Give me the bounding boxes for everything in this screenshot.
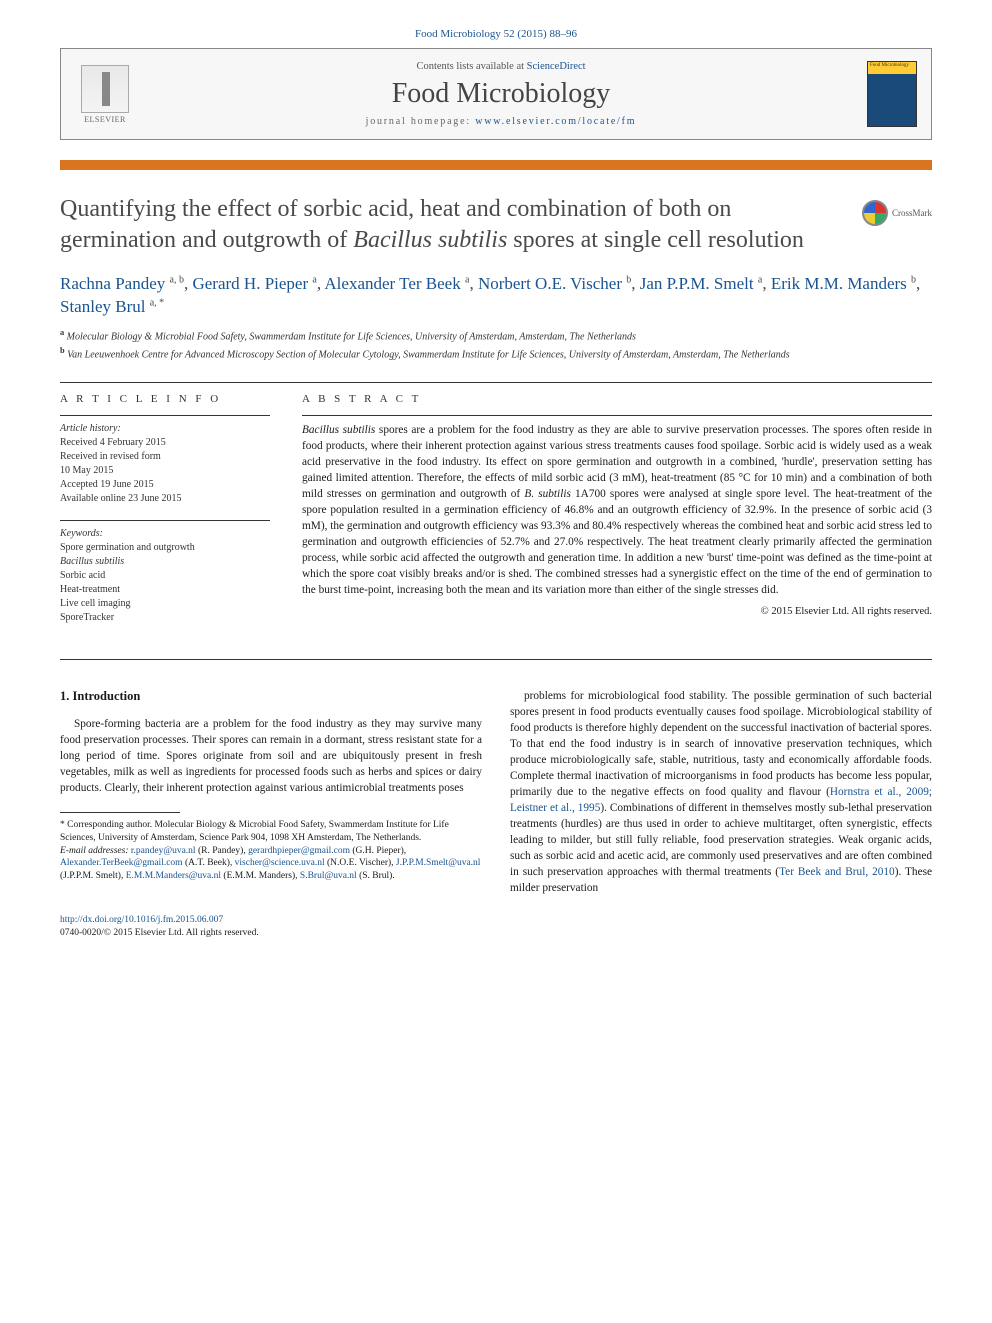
- page-footer: http://dx.doi.org/10.1016/j.fm.2015.06.0…: [60, 914, 932, 940]
- author-list: Rachna Pandey a, b, Gerard H. Pieper a, …: [60, 273, 932, 319]
- section-heading-introduction: 1. Introduction: [60, 688, 482, 706]
- homepage-prefix: journal homepage:: [366, 116, 476, 127]
- elsevier-tree-icon: [81, 65, 129, 113]
- history-line: 10 May 2015: [60, 464, 270, 478]
- footnote-separator: [60, 812, 180, 813]
- journal-name: Food Microbiology: [135, 78, 867, 110]
- keyword: Heat-treatment: [60, 583, 270, 597]
- corresponding-text: Corresponding author. Molecular Biology …: [60, 820, 449, 843]
- keywords-label: Keywords:: [60, 527, 270, 541]
- affiliation-b: b Van Leeuwenhoek Centre for Advanced Mi…: [60, 345, 932, 362]
- keyword: Live cell imaging: [60, 597, 270, 611]
- keyword: Spore germination and outgrowth: [60, 541, 270, 555]
- body-column-right: problems for microbiological food stabil…: [510, 688, 932, 896]
- journal-header-box: ELSEVIER Contents lists available at Sci…: [60, 48, 932, 140]
- footnote-star: *: [60, 820, 65, 830]
- body-column-left: 1. Introduction Spore-forming bacteria a…: [60, 688, 482, 896]
- journal-reference: Food Microbiology 52 (2015) 88–96: [60, 28, 932, 40]
- contents-available-line: Contents lists available at ScienceDirec…: [135, 61, 867, 72]
- history-line: Received in revised form: [60, 450, 270, 464]
- abstract-copyright: © 2015 Elsevier Ltd. All rights reserved…: [302, 606, 932, 617]
- sciencedirect-link[interactable]: ScienceDirect: [527, 61, 586, 72]
- history-line: Received 4 February 2015: [60, 436, 270, 450]
- affiliations: a Molecular Biology & Microbial Food Saf…: [60, 327, 932, 362]
- history-label: Article history:: [60, 422, 270, 436]
- crossmark-label: CrossMark: [892, 208, 932, 218]
- abstract-heading: A B S T R A C T: [302, 393, 932, 405]
- crossmark-icon: [862, 200, 888, 226]
- accent-bar: [60, 160, 932, 170]
- article-history-block: Article history: Received 4 February 201…: [60, 415, 270, 506]
- intro-paragraph-2: problems for microbiological food stabil…: [510, 688, 932, 896]
- homepage-line: journal homepage: www.elsevier.com/locat…: [135, 116, 867, 127]
- crossmark-badge[interactable]: CrossMark: [862, 200, 932, 226]
- publisher-label: ELSEVIER: [84, 115, 126, 124]
- keyword: SporeTracker: [60, 611, 270, 625]
- journal-cover-thumbnail: Food Microbiology: [867, 61, 917, 127]
- article-title: Quantifying the effect of sorbic acid, h…: [60, 194, 820, 255]
- divider: [60, 382, 932, 383]
- history-line: Accepted 19 June 2015: [60, 478, 270, 492]
- keyword: Sorbic acid: [60, 569, 270, 583]
- keywords-block: Keywords: Spore germination and outgrowt…: [60, 520, 270, 625]
- issn-line: 0740-0020/© 2015 Elsevier Ltd. All right…: [60, 928, 259, 938]
- divider: [60, 659, 932, 660]
- homepage-link[interactable]: www.elsevier.com/locate/fm: [475, 116, 636, 127]
- history-line: Available online 23 June 2015: [60, 492, 270, 506]
- cover-label: Food Microbiology: [870, 63, 909, 68]
- contents-prefix: Contents lists available at: [416, 61, 526, 72]
- abstract-text: Bacillus subtilis spores are a problem f…: [302, 415, 932, 598]
- elsevier-logo: ELSEVIER: [75, 59, 135, 129]
- emails-label: E-mail addresses:: [60, 846, 129, 856]
- corresponding-author-footnote: * Corresponding author. Molecular Biolog…: [60, 819, 482, 883]
- intro-paragraph-1: Spore-forming bacteria are a problem for…: [60, 716, 482, 796]
- keyword: Bacillus subtilis: [60, 555, 270, 569]
- affiliation-a: a Molecular Biology & Microbial Food Saf…: [60, 327, 932, 344]
- article-info-heading: A R T I C L E I N F O: [60, 393, 270, 405]
- doi-link[interactable]: http://dx.doi.org/10.1016/j.fm.2015.06.0…: [60, 915, 223, 925]
